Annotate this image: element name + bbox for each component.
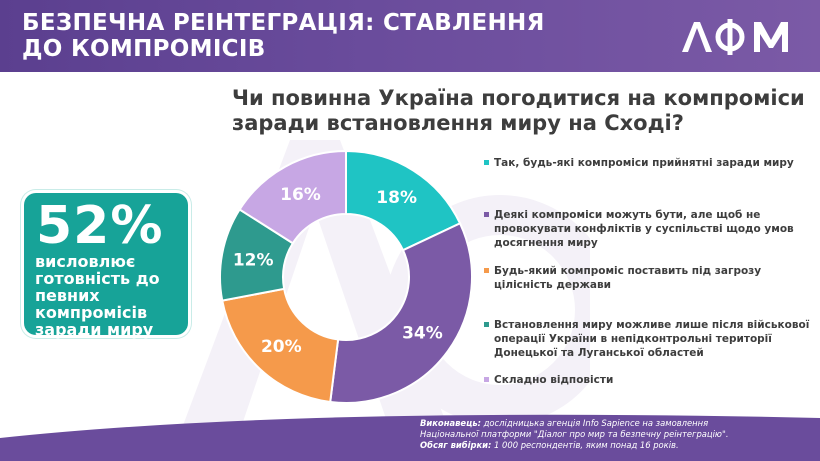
legend-bullet-icon	[484, 322, 489, 327]
slice-label: 12%	[233, 250, 274, 270]
legend-label-line: Встановлення миру можливе лише після вій…	[494, 319, 810, 331]
slice-label: 18%	[376, 188, 417, 208]
legend-label: Деякі компроміси можуть бути, але щоб не…	[494, 208, 814, 250]
slice-label: 20%	[261, 337, 302, 357]
callout-line1: висловлює	[35, 252, 136, 271]
performer-text: дослідницька агенція Info Sapience на за…	[480, 418, 709, 428]
legend-label-line: провокувати конфліктів у суспільстві щод…	[494, 223, 794, 235]
footer-note: Виконавець: дослідницька агенція Info Sa…	[420, 418, 810, 451]
callout-line4: компромісів	[35, 303, 148, 322]
donut-slice	[221, 287, 340, 404]
sample-label: Обсяг вибірки:	[420, 440, 492, 450]
donut-slice	[329, 222, 473, 404]
legend-bullet-icon	[484, 377, 489, 382]
page-title: БЕЗПЕЧНА РЕІНТЕГРАЦІЯ: СТАВЛЕННЯ ДО КОМП…	[22, 10, 582, 62]
question-line1: Чи повинна Україна погодитися на компром…	[232, 86, 805, 110]
sample-text: 1 000 респондентів, яким понад 16 років.	[491, 440, 679, 450]
legend-label-line: Складно відповісти	[494, 374, 614, 386]
dim-logo-icon	[682, 19, 788, 55]
legend-label-line: Так, будь-які компроміси прийнятні зарад…	[494, 157, 794, 169]
question-line2: заради встановлення миру на Сході?	[232, 111, 684, 135]
performer-text2: Національної платформи "Діалог про мир т…	[420, 429, 729, 439]
donut-slice	[238, 149, 347, 245]
legend-label: Будь-який компроміс поставить під загроз…	[494, 264, 814, 292]
legend-label-line: досягнення миру	[494, 237, 598, 249]
legend-label-line: Донецької та Луганської областей	[494, 347, 704, 359]
legend-label: Так, будь-які компроміси прийнятні зарад…	[494, 156, 814, 170]
legend-bullet-icon	[484, 160, 489, 165]
page-title-line2: ДО КОМПРОМІСІВ	[22, 36, 266, 62]
summary-callout: 52% висловлює готовність до певних компр…	[24, 193, 188, 338]
callout-line2: готовність до	[35, 269, 160, 288]
callout-text: висловлює готовність до певних компроміс…	[35, 253, 187, 338]
legend-label-line: Будь-який компроміс поставить під загроз…	[494, 265, 762, 277]
callout-line5: заради миру	[35, 320, 154, 339]
legend-label-line: Деякі компроміси можуть бути, але щоб не	[494, 209, 761, 221]
chart-question: Чи повинна Україна погодитися на компром…	[232, 86, 805, 136]
donut-chart: 18% 34% 20% 12% 16%	[219, 149, 473, 404]
slice-label: 16%	[280, 185, 321, 205]
callout-value: 52%	[36, 196, 164, 256]
footer-band	[0, 414, 820, 461]
legend-label: Встановлення миру можливе лише після вій…	[494, 318, 814, 360]
page-title-line1: БЕЗПЕЧНА РЕІНТЕГРАЦІЯ: СТАВЛЕННЯ	[22, 10, 545, 36]
legend-bullet-icon	[484, 268, 489, 273]
legend-label-line: операції України в непідконтрольні терит…	[494, 333, 772, 345]
dim-logo	[678, 16, 804, 56]
legend-bullet-icon	[484, 212, 489, 217]
donut-slice	[345, 149, 462, 252]
legend-label: Складно відповісти	[494, 373, 814, 387]
callout-line3: певних	[35, 286, 100, 305]
legend-label-line: цілісність держави	[494, 279, 612, 291]
slice-label: 34%	[402, 324, 443, 344]
performer-label: Виконавець:	[420, 418, 481, 428]
header-banner: БЕЗПЕЧНА РЕІНТЕГРАЦІЯ: СТАВЛЕННЯ ДО КОМП…	[0, 0, 820, 72]
